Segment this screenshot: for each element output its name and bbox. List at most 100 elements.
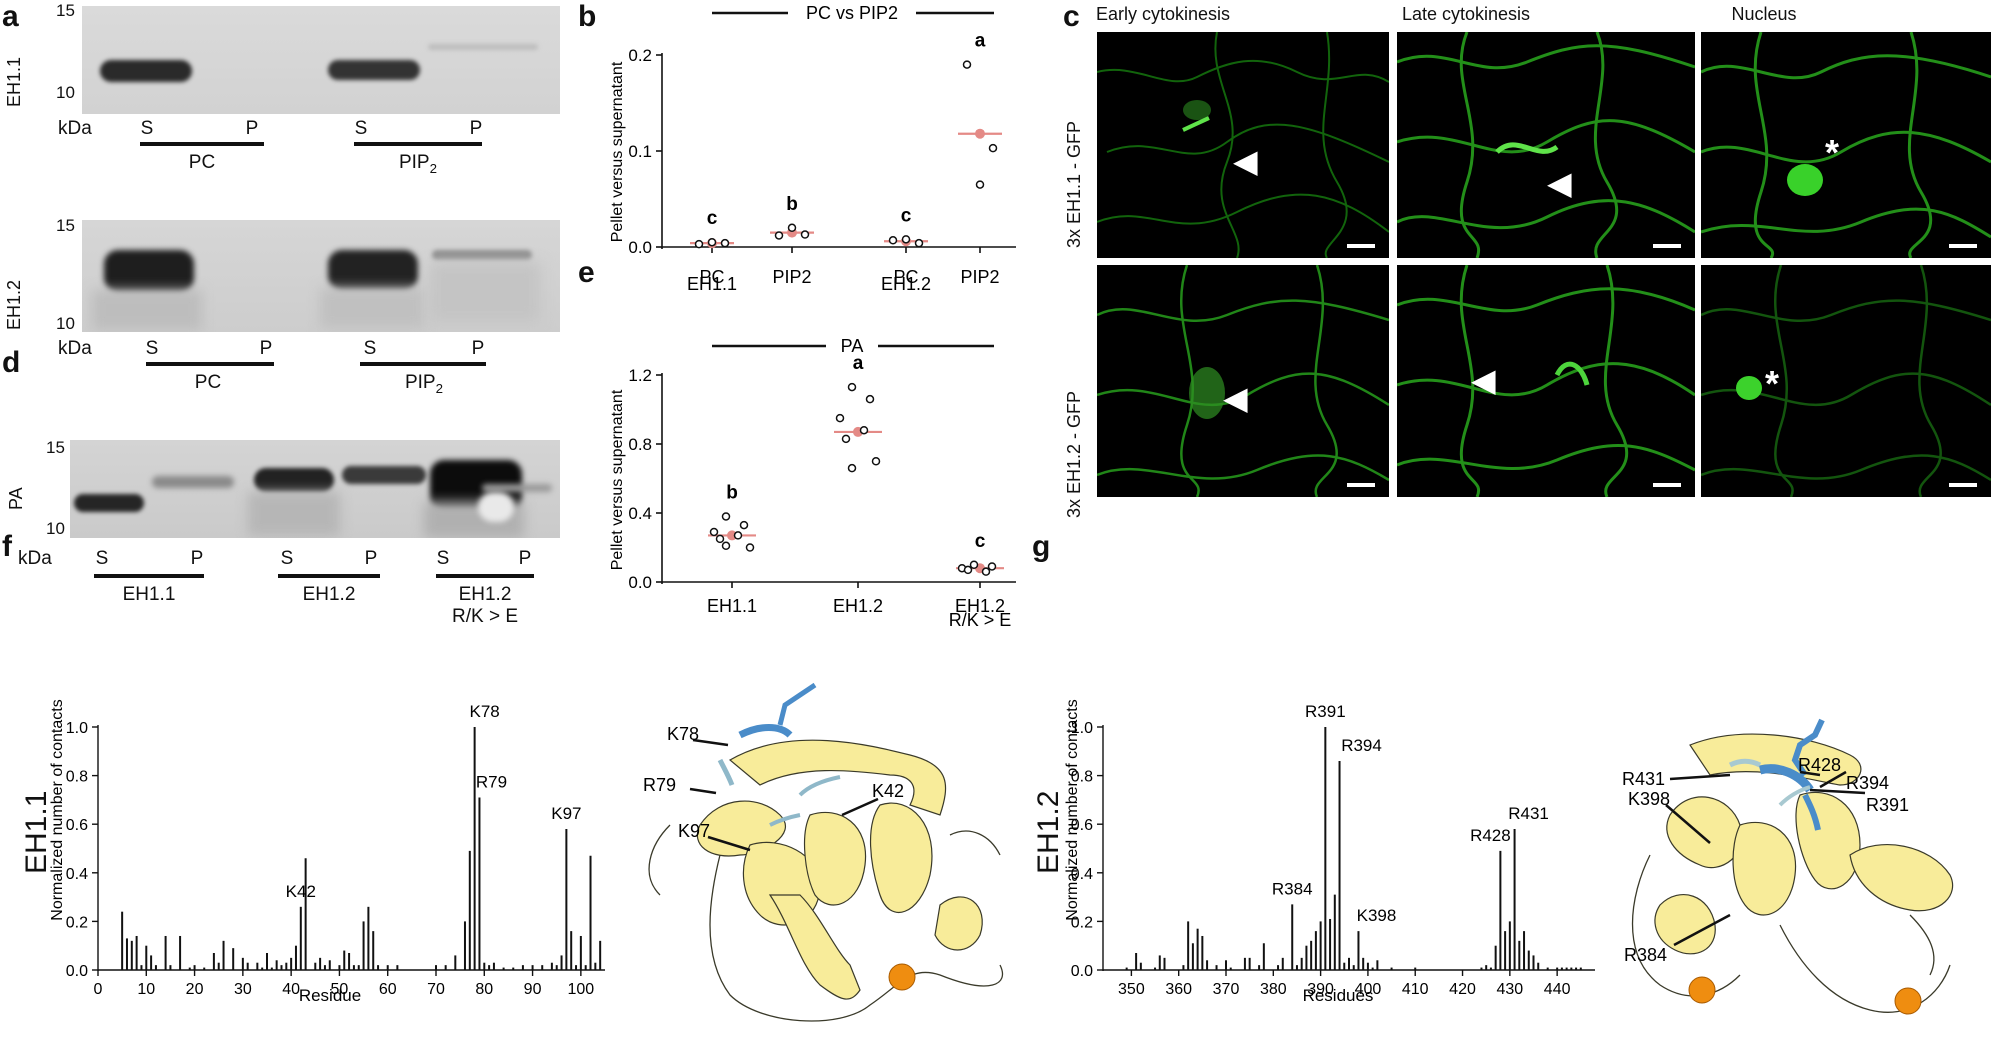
gel3-group-3-sub: R/K > E bbox=[452, 606, 518, 627]
f-ytick-label: 0.8 bbox=[66, 769, 88, 786]
e-ytick-label: 1.2 bbox=[628, 366, 652, 385]
f-ytick-label: 1.0 bbox=[66, 720, 88, 737]
b-data-point bbox=[901, 235, 911, 244]
e-data-point bbox=[835, 413, 845, 423]
e-data-point bbox=[745, 543, 755, 552]
e-xtick-label: EH1.2 bbox=[833, 596, 883, 616]
gel3-group-3: EH1.2 bbox=[458, 584, 512, 605]
panel-letter-e: e bbox=[578, 256, 595, 289]
gel2-image bbox=[82, 220, 560, 332]
g-annotation: R431 bbox=[1508, 804, 1549, 823]
c-col-late: Late cytokinesis bbox=[1401, 4, 1531, 24]
struct-f-k42: K42 bbox=[872, 781, 904, 801]
gel3-mw-10: 10 bbox=[46, 519, 65, 538]
scale-bar bbox=[1653, 244, 1681, 248]
e-median-dot bbox=[727, 530, 737, 541]
b-data-point bbox=[962, 60, 972, 69]
gel1-group-pip2: PIP2 bbox=[399, 152, 437, 180]
micro-eh12-nucleus: * bbox=[1701, 265, 1991, 497]
gel2-group-pip2: PIP2 bbox=[404, 372, 444, 396]
c-col-early: Early cytokinesis bbox=[1095, 4, 1231, 24]
c-row-eh11: 3x EH1.1 - GFP bbox=[1064, 120, 1084, 248]
f-xtick-label: 70 bbox=[427, 981, 445, 998]
micro-eh12-late: ◀ bbox=[1397, 265, 1695, 497]
panel-letter-c: c bbox=[1063, 0, 1080, 33]
f-annotation: K42 bbox=[286, 882, 316, 901]
e-data-point bbox=[733, 531, 743, 540]
panel-letter-d: d bbox=[2, 346, 21, 379]
e-xtick-label: EH1.2 bbox=[955, 596, 1005, 616]
e-data-point bbox=[859, 425, 869, 435]
e-ytick-label: 0.4 bbox=[628, 504, 652, 523]
e-marks: b a c bbox=[708, 353, 1004, 576]
gel1-lane-p1: P bbox=[245, 118, 259, 139]
b-ytick-label: 0.0 bbox=[628, 238, 652, 257]
g-marks: R384 R391 R394 K398 R428 R431 bbox=[1125, 702, 1582, 970]
gel2-lane-s1: S bbox=[145, 338, 159, 359]
e-ytick-label: 0.8 bbox=[628, 435, 652, 454]
e-data-point bbox=[841, 434, 851, 444]
b-xtick-label: PIP2 bbox=[960, 267, 999, 287]
g-xtick-label: 390 bbox=[1307, 981, 1334, 998]
micro-eh12-late-cells bbox=[1397, 265, 1695, 497]
gel1-mw-15: 15 bbox=[56, 1, 75, 20]
arrowhead-icon: ◀ bbox=[1547, 165, 1572, 201]
f-ylabel: Normalized number of contacts bbox=[49, 699, 66, 920]
e-xtick-label: EH1.1 bbox=[707, 596, 757, 616]
scale-bar bbox=[1347, 244, 1375, 248]
e-data-point bbox=[715, 534, 725, 544]
b-median-dot bbox=[975, 128, 985, 139]
gel2-bar-pc bbox=[146, 362, 274, 366]
b-data-point bbox=[888, 236, 898, 245]
b-significance-letter: c bbox=[901, 205, 912, 226]
panel-letter-g: g bbox=[1032, 530, 1051, 563]
f-xtick-label: 90 bbox=[524, 981, 542, 998]
c-star-1: * bbox=[1825, 132, 1840, 173]
g-ytick-label: 0.4 bbox=[1071, 866, 1093, 883]
g-xlabel: Residues bbox=[1303, 986, 1374, 1005]
g-annotation: R394 bbox=[1341, 736, 1382, 755]
gel2-lane-s2: S bbox=[363, 338, 377, 359]
f-xtick-label: 60 bbox=[379, 981, 397, 998]
arrowhead-icon: ◀ bbox=[1471, 362, 1496, 398]
e-data-point bbox=[969, 560, 979, 569]
struct-g-r428: R428 bbox=[1798, 755, 1841, 775]
f-xtick-label: 30 bbox=[234, 981, 252, 998]
g-ytick-label: 0.6 bbox=[1071, 817, 1093, 834]
gel3-side-label: PA bbox=[6, 487, 26, 510]
f-axes: 0.0 0.2 0.4 0.6 0.8 1.0 0 10 20 30 40 50 60 70 80 90 100 bbox=[66, 720, 605, 998]
b-data-point bbox=[707, 237, 717, 247]
b-xtick-label: PIP2 bbox=[772, 267, 811, 287]
f-ytick-label: 0.0 bbox=[66, 963, 88, 980]
f-xtick-label: 100 bbox=[568, 981, 595, 998]
b-marks: c b c a bbox=[690, 31, 1002, 249]
g-xtick-label: 350 bbox=[1118, 981, 1145, 998]
e-ytick-label: 0.0 bbox=[628, 573, 652, 592]
b-data-point bbox=[914, 238, 924, 248]
e-significance-letter: a bbox=[853, 353, 864, 374]
f-ytick-label: 0.6 bbox=[66, 817, 88, 834]
gel3-lane-p2: P bbox=[364, 548, 378, 569]
gel3-mw-15: 15 bbox=[46, 438, 65, 457]
e-axes: 0.0 0.4 0.8 1.2 EH1.1 EH1.2 EH1.2 bbox=[628, 366, 1016, 616]
b-group-eh12: EH1.2 bbox=[881, 274, 931, 294]
g-annotation: R428 bbox=[1470, 826, 1511, 845]
b-significance-letter: a bbox=[975, 31, 986, 52]
b-xtick-label: PC bbox=[893, 267, 918, 287]
struct-f-k97: K97 bbox=[678, 821, 710, 841]
f-xtick-label: 0 bbox=[94, 981, 103, 998]
gel2-side-label: EH1.2 bbox=[4, 279, 24, 330]
e-data-point bbox=[721, 541, 731, 551]
gel3-lane-s2: S bbox=[280, 548, 294, 569]
e-data-point bbox=[847, 463, 857, 473]
e-data-point bbox=[739, 520, 749, 530]
gel1-bar-pip2 bbox=[354, 142, 482, 146]
e-significance-letter: b bbox=[726, 482, 738, 503]
gel2-group-pc: PC bbox=[194, 372, 222, 393]
g-ytick-label: 0.2 bbox=[1071, 914, 1093, 931]
c-star-2: * bbox=[1765, 363, 1780, 404]
panel-f-chart: Normalized number of contacts 0.00.20.40… bbox=[49, 699, 605, 1005]
b-data-point bbox=[988, 143, 998, 153]
e-xtick-3-sub: R/K > E bbox=[949, 610, 1012, 630]
gel2-mw-10: 10 bbox=[56, 314, 75, 333]
